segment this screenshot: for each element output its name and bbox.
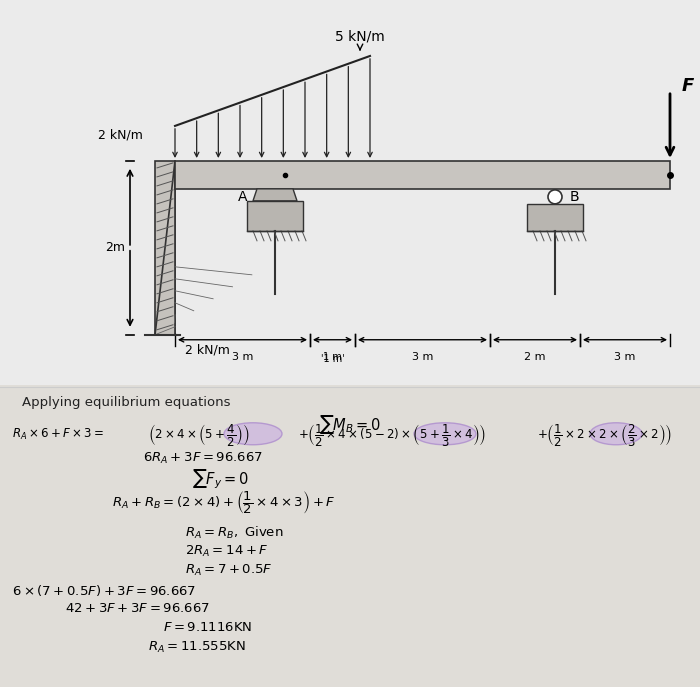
- Text: $\sum F_y = 0$: $\sum F_y = 0$: [192, 467, 249, 491]
- Text: 1 m: 1 m: [323, 352, 342, 362]
- Text: $R_A \times 6 + F \times 3 =$: $R_A \times 6 + F \times 3 =$: [12, 427, 104, 442]
- Text: $+\left(\dfrac{1}{2}\times4\times(5-2)\times\left(5+\dfrac{1}{3}\times4\right)\r: $+\left(\dfrac{1}{2}\times4\times(5-2)\t…: [298, 422, 486, 448]
- Text: 3 m: 3 m: [412, 352, 433, 362]
- Text: $R_A = R_B,\ \mathrm{Given}$: $R_A = R_B,\ \mathrm{Given}$: [185, 525, 284, 541]
- Bar: [175, 161, 670, 189]
- Text: 2 kN/m: 2 kN/m: [97, 128, 142, 142]
- Text: 5 kN/m: 5 kN/m: [335, 30, 385, 44]
- Text: $\left(2\times4\times\left(5+\dfrac{4}{2}\right)\right)$: $\left(2\times4\times\left(5+\dfrac{4}{2…: [148, 422, 250, 448]
- Text: 2m: 2m: [105, 241, 125, 254]
- Ellipse shape: [224, 423, 282, 444]
- Text: $\sum M_B = 0$: $\sum M_B = 0$: [318, 413, 382, 436]
- Text: $2R_A = 14+F$: $2R_A = 14+F$: [185, 544, 269, 559]
- Text: $42+3F+3F=96.667$: $42+3F+3F=96.667$: [65, 602, 210, 616]
- Text: $6R_A + 3F = 96.667$: $6R_A + 3F = 96.667$: [143, 451, 263, 466]
- Polygon shape: [253, 189, 297, 201]
- Text: $6\times(7+0.5F)+3F=96.667$: $6\times(7+0.5F)+3F=96.667$: [12, 583, 196, 598]
- Text: $+\left(\dfrac{1}{2}\times2\times2\times\left(\dfrac{2}{3}\times2\right)\right)$: $+\left(\dfrac{1}{2}\times2\times2\times…: [537, 422, 672, 448]
- Polygon shape: [155, 161, 175, 335]
- Text: $R_A + R_B = (2\times4)+\left(\dfrac{1}{2}\times4\times3\right)+F$: $R_A + R_B = (2\times4)+\left(\dfrac{1}{…: [112, 489, 335, 517]
- Text: 3 m: 3 m: [232, 352, 253, 362]
- Text: A: A: [237, 190, 247, 204]
- Bar: [247, 201, 303, 231]
- Bar: [527, 204, 583, 231]
- Circle shape: [548, 190, 562, 204]
- Ellipse shape: [590, 423, 642, 444]
- Text: B: B: [570, 190, 580, 204]
- Text: $R_A = 7+0.5F$: $R_A = 7+0.5F$: [185, 563, 273, 578]
- Text: 2 kN/m: 2 kN/m: [185, 344, 230, 357]
- Text: F: F: [682, 77, 694, 95]
- Text: $R_A = 11.555\mathrm{KN}$: $R_A = 11.555\mathrm{KN}$: [148, 640, 246, 655]
- Text: '1 m': '1 m': [321, 354, 344, 363]
- Bar: [155, 161, 175, 335]
- Text: $F = 9.1116\mathrm{KN}$: $F = 9.1116\mathrm{KN}$: [163, 622, 253, 635]
- Text: Applying equilibrium equations: Applying equilibrium equations: [22, 396, 230, 409]
- Text: 2 m: 2 m: [524, 352, 546, 362]
- Text: 3 m: 3 m: [615, 352, 636, 362]
- Ellipse shape: [414, 423, 476, 444]
